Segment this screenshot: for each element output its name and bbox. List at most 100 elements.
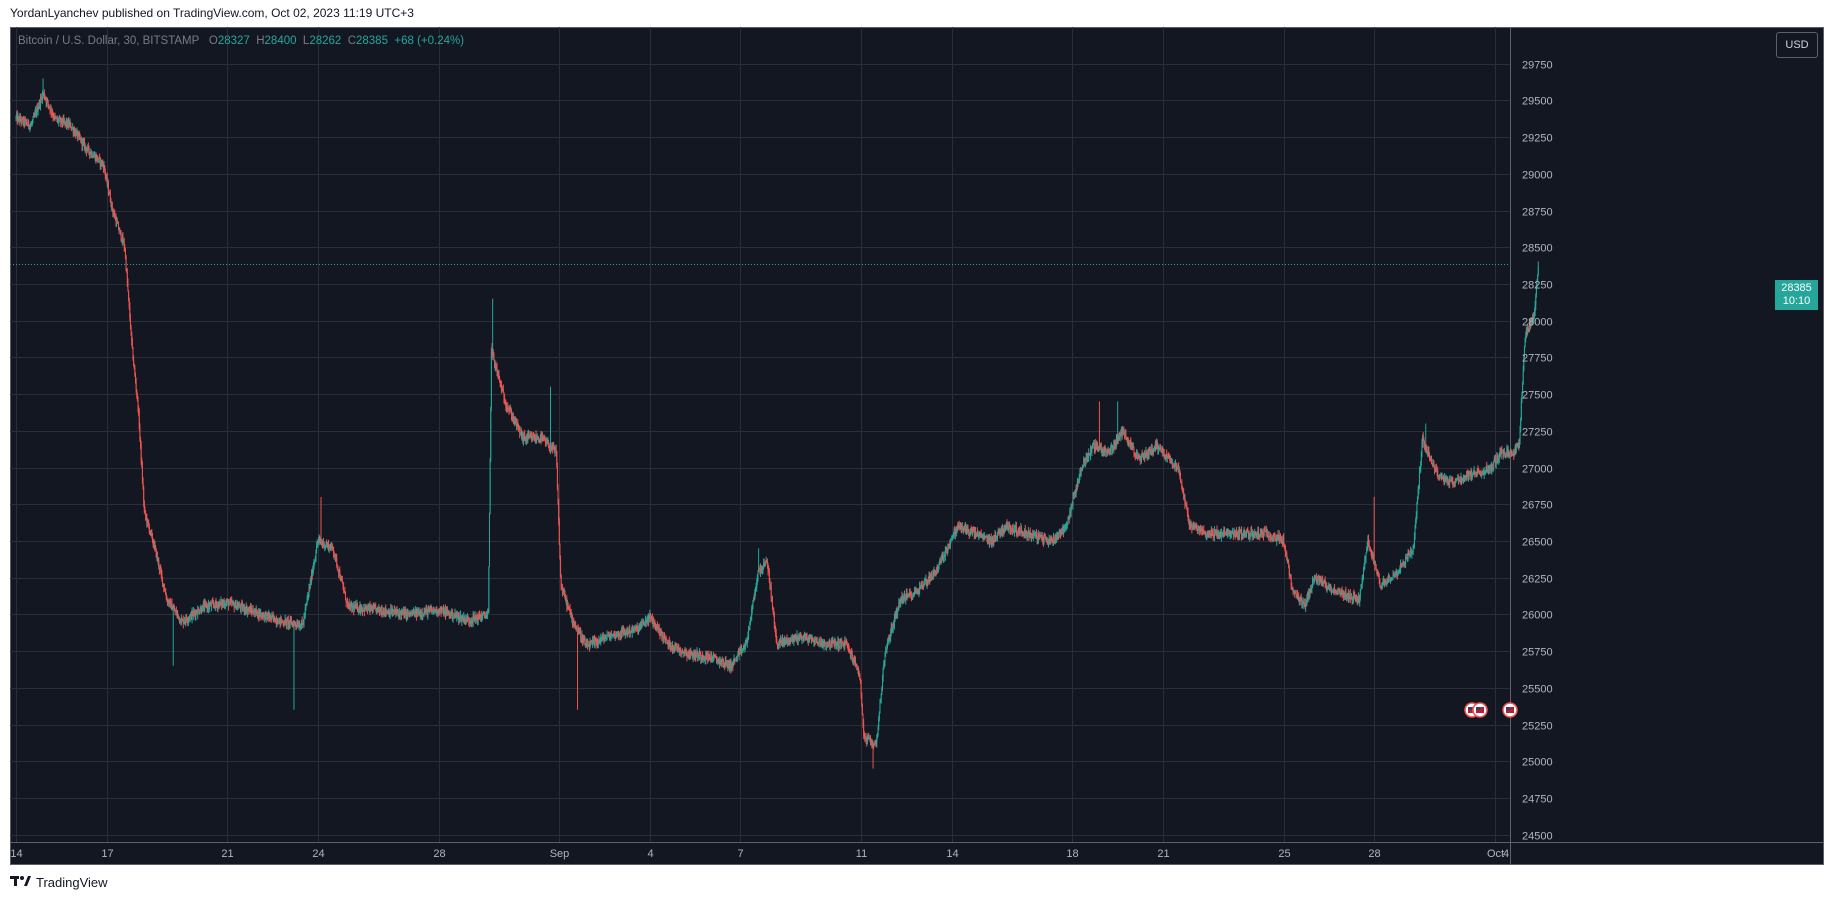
candle-body xyxy=(1439,475,1441,479)
candle-body xyxy=(1071,504,1073,506)
candle-body xyxy=(265,613,267,620)
close-value: 28385 xyxy=(356,35,388,47)
candle-body xyxy=(270,615,272,619)
price-tick-label: 25750 xyxy=(1522,647,1553,659)
candle-body xyxy=(1330,590,1332,592)
candle-body xyxy=(24,119,26,125)
candle-body xyxy=(948,544,950,549)
candle-body xyxy=(219,601,221,604)
candle-body xyxy=(697,655,699,659)
candle-body xyxy=(90,152,92,155)
candle-body xyxy=(153,543,155,548)
candle-body xyxy=(1515,447,1517,452)
candle-body xyxy=(770,586,772,598)
candle-body xyxy=(768,570,770,581)
candle-body xyxy=(790,637,792,642)
candle-body xyxy=(18,117,20,122)
candle-body xyxy=(256,615,258,617)
candle-body xyxy=(328,545,330,550)
candle-body xyxy=(404,610,406,617)
candle-body xyxy=(1327,586,1329,590)
candle-body xyxy=(1151,448,1153,452)
candle-body xyxy=(89,152,91,155)
candle-body xyxy=(414,611,416,617)
candle-body xyxy=(927,580,929,582)
candle-body xyxy=(844,641,846,643)
candle-body xyxy=(253,613,255,615)
candle-body xyxy=(1152,451,1154,453)
candle-body xyxy=(1213,536,1215,538)
candle-body xyxy=(700,657,702,660)
candle-body xyxy=(1234,532,1236,534)
candle-body xyxy=(228,600,230,606)
candle-body xyxy=(927,581,929,583)
candle-body xyxy=(1432,463,1434,466)
candle-body xyxy=(812,637,814,640)
candle-body xyxy=(726,661,728,663)
candle-body xyxy=(576,627,578,629)
candle-body xyxy=(812,639,814,643)
candle-body xyxy=(1227,533,1229,535)
candle-body xyxy=(1400,563,1402,565)
price-chart[interactable]: 2450024750250002525025500257502600026250… xyxy=(10,27,1824,865)
candle-body xyxy=(1073,496,1075,499)
candle-body xyxy=(160,568,162,570)
candle-body xyxy=(1207,531,1209,537)
candle-body xyxy=(1051,540,1053,542)
candle-body xyxy=(707,654,709,661)
candle-body xyxy=(755,587,757,590)
candle-body xyxy=(1416,502,1418,516)
candle-body xyxy=(311,572,313,576)
candle-body xyxy=(1496,455,1498,463)
candle-body xyxy=(572,619,574,623)
candle-body xyxy=(1037,539,1039,541)
candle-body xyxy=(651,618,653,624)
candle-body xyxy=(204,603,206,605)
candle-body xyxy=(222,602,224,605)
candle-body xyxy=(157,560,159,562)
candle-body xyxy=(541,435,543,437)
candle-body xyxy=(64,121,66,123)
candle-body xyxy=(986,537,988,543)
candle-body xyxy=(639,625,641,627)
candle-body xyxy=(826,642,828,646)
price-tick-label: 27000 xyxy=(1522,464,1553,476)
candle-body xyxy=(751,608,753,617)
candle-body xyxy=(815,639,817,641)
candle-body xyxy=(481,616,483,619)
candle-body xyxy=(1213,530,1215,537)
candle-body xyxy=(187,620,189,622)
candle-body xyxy=(372,606,374,613)
candle-body xyxy=(1304,603,1306,607)
candle-body xyxy=(1498,455,1500,459)
candle-body xyxy=(1525,330,1527,336)
candle-body xyxy=(1296,594,1298,598)
candle-body xyxy=(1351,597,1353,601)
last-price-tag: 28385 10:10 xyxy=(1775,280,1818,310)
candle-body xyxy=(1393,574,1395,576)
candle-body xyxy=(968,532,970,535)
candle-body xyxy=(1180,476,1182,483)
time-tick-label: 18 xyxy=(1066,848,1078,860)
candle-body xyxy=(526,437,528,440)
candle-body xyxy=(1085,461,1087,465)
candle-body xyxy=(941,557,943,563)
candle-body xyxy=(875,741,877,743)
candle-body xyxy=(825,642,827,647)
candle-body xyxy=(1512,454,1514,456)
time-tick-label: 21 xyxy=(221,848,233,860)
candle-body xyxy=(1473,473,1475,475)
candle-body xyxy=(852,660,854,662)
candle-body xyxy=(176,613,178,615)
candle-body xyxy=(358,605,360,611)
candle-body xyxy=(291,622,293,625)
candle-body xyxy=(710,654,712,660)
candle-body xyxy=(69,122,71,124)
candle-body xyxy=(353,606,355,611)
candle-body xyxy=(360,608,362,612)
candle-body xyxy=(1447,480,1449,482)
currency-button[interactable]: USD xyxy=(1776,32,1818,58)
candle-body xyxy=(511,417,513,419)
candle-body xyxy=(215,601,217,605)
candle-body xyxy=(238,606,240,608)
